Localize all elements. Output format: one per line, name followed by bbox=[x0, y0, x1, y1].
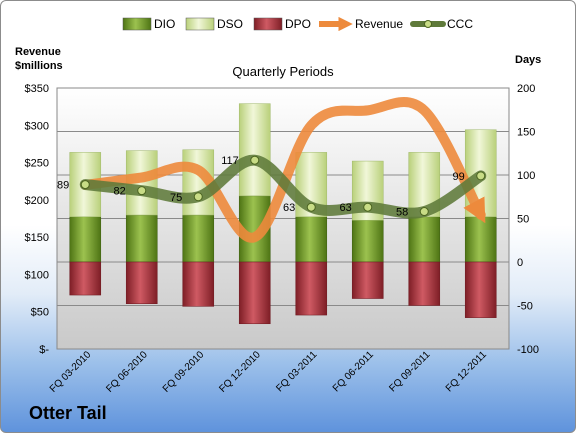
left-tick-label: $150 bbox=[25, 232, 49, 244]
ccc-point bbox=[193, 192, 203, 202]
bar-dio bbox=[69, 216, 102, 263]
bar-dpo bbox=[182, 261, 215, 307]
ccc-data-label: 75 bbox=[170, 192, 182, 204]
ccc-data-label: 89 bbox=[57, 180, 69, 192]
left-tick-label: $250 bbox=[25, 158, 49, 170]
left-axis-title-line-2: $millions bbox=[15, 60, 63, 72]
category-label: FQ 03-2010 bbox=[48, 349, 94, 395]
left-tick-label: $200 bbox=[25, 195, 49, 207]
bar-dpo bbox=[295, 261, 328, 316]
bar-dio bbox=[408, 216, 441, 263]
legend-label-revenue: Revenue bbox=[355, 17, 403, 31]
company-name: Otter Tail bbox=[29, 403, 107, 423]
left-tick-label: $50 bbox=[31, 307, 49, 319]
right-tick-label: 150 bbox=[517, 127, 535, 139]
ccc-data-label: 58 bbox=[396, 207, 408, 219]
ccc-point bbox=[476, 171, 486, 181]
legend-label-dso: DSO bbox=[217, 17, 243, 31]
legend-label-dpo: DPO bbox=[285, 17, 311, 31]
ccc-data-label: 117 bbox=[221, 155, 239, 167]
bar-dio bbox=[464, 216, 497, 263]
right-axis-title: Days bbox=[515, 54, 542, 66]
ccc-point bbox=[363, 202, 373, 212]
bar-dpo bbox=[464, 261, 497, 318]
category-label: FQ 09-2010 bbox=[161, 349, 207, 395]
right-tick-label: 100 bbox=[517, 170, 535, 182]
ccc-point bbox=[137, 186, 147, 196]
ccc-data-label: 82 bbox=[114, 186, 126, 198]
category-label: FQ 09-2011 bbox=[387, 349, 432, 394]
left-axis-title-line-1: Revenue bbox=[15, 46, 61, 58]
ccc-data-label: 63 bbox=[340, 202, 352, 214]
category-label: FQ 06-2011 bbox=[331, 349, 376, 394]
left-tick-label: $300 bbox=[25, 120, 49, 132]
bar-dso bbox=[238, 103, 271, 197]
legend-label-dio: DIO bbox=[154, 17, 175, 31]
bar-dpo bbox=[125, 261, 158, 305]
bar-dio bbox=[125, 214, 158, 263]
ccc-point bbox=[306, 202, 316, 212]
right-tick-label: 0 bbox=[517, 257, 523, 269]
right-tick-label: 50 bbox=[517, 214, 529, 226]
legend-swatch-dpo bbox=[253, 17, 283, 31]
right-tick-label: -50 bbox=[517, 301, 533, 313]
ccc-point bbox=[250, 155, 260, 165]
bar-dpo bbox=[408, 261, 441, 306]
bar-dio bbox=[351, 219, 384, 263]
legend-swatch-dso bbox=[185, 17, 215, 31]
bar-dio bbox=[182, 214, 215, 263]
chart-title: Quarterly Periods bbox=[232, 64, 334, 79]
category-label: FQ 12-2010 bbox=[217, 349, 263, 395]
ccc-point bbox=[419, 207, 429, 217]
legend-ccc-marker bbox=[424, 20, 432, 28]
bar-dpo bbox=[351, 261, 384, 299]
left-axis-title: Revenue $millions bbox=[15, 45, 63, 73]
bar-dio bbox=[295, 216, 328, 263]
legend-swatch-dio bbox=[122, 17, 152, 31]
left-tick-label: $- bbox=[39, 344, 49, 356]
category-label: FQ 06-2010 bbox=[104, 349, 150, 395]
bar-dpo bbox=[238, 261, 271, 325]
ccc-point bbox=[80, 180, 90, 190]
ccc-data-label: 99 bbox=[453, 171, 465, 183]
legend-label-ccc: CCC bbox=[447, 17, 473, 31]
category-label: FQ 12-2011 bbox=[444, 349, 489, 394]
bar-dpo bbox=[69, 261, 102, 296]
right-tick-label: -100 bbox=[517, 344, 539, 356]
ccc-data-label: 63 bbox=[283, 202, 295, 214]
left-tick-label: $350 bbox=[25, 83, 49, 95]
left-tick-label: $100 bbox=[25, 269, 49, 281]
category-label: FQ 03-2011 bbox=[274, 349, 319, 394]
right-tick-label: 200 bbox=[517, 83, 535, 95]
